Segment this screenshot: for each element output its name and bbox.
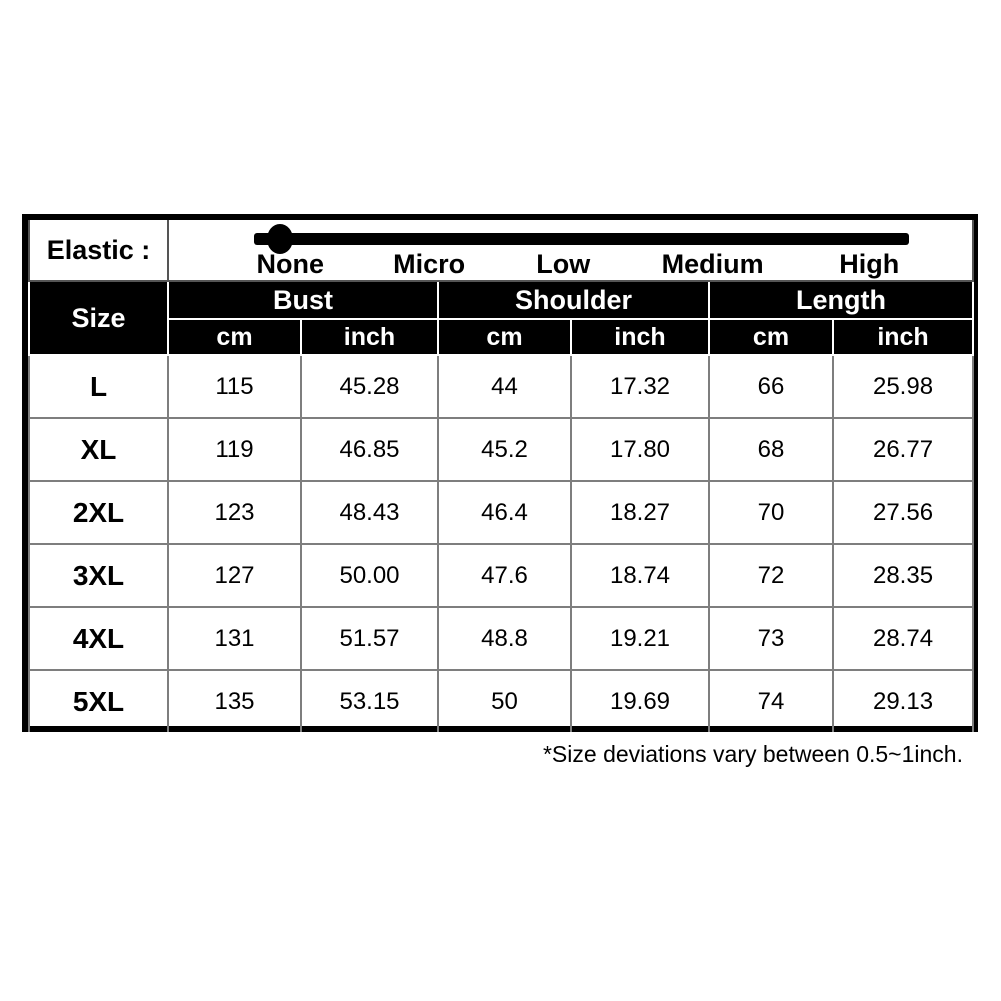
- cell-value: 17.80: [570, 417, 710, 482]
- length-group-header: Length: [707, 280, 975, 320]
- elastic-level-medium: Medium: [661, 249, 764, 279]
- cell-value: 48.8: [437, 606, 572, 671]
- cell-value: 73: [708, 606, 834, 671]
- cell-value: 123: [167, 480, 302, 545]
- cell-value: 50.00: [300, 543, 439, 608]
- elastic-level-micro: Micro: [393, 249, 466, 279]
- size-label: 3XL: [28, 543, 169, 608]
- cell-value: 17.32: [570, 354, 710, 419]
- cell-value: 135: [167, 669, 302, 732]
- cell-value: 47.6: [437, 543, 572, 608]
- length-inch-header: inch: [831, 318, 975, 356]
- bust-group-header: Bust: [167, 280, 439, 320]
- table-row-l: L 115 45.28 44 17.32 66 25.98: [28, 354, 975, 419]
- shoulder-group-header: Shoulder: [437, 280, 710, 320]
- cell-value: 27.56: [831, 480, 975, 545]
- size-table: Elastic : None Micro Low Medium High: [28, 220, 975, 732]
- cell-value: 46.4: [437, 480, 572, 545]
- cell-value: 74: [708, 669, 834, 732]
- size-label: L: [28, 354, 169, 419]
- unit-header-row: cm inch cm inch cm inch: [29, 318, 975, 356]
- cell-value: 127: [167, 543, 302, 608]
- elastic-row: Elastic : None Micro Low Medium High: [28, 220, 975, 282]
- cell-value: 72: [708, 543, 834, 608]
- cell-value: 26.77: [831, 417, 975, 482]
- size-label: XL: [28, 417, 169, 482]
- cell-value: 53.15: [300, 669, 439, 732]
- cell-value: 28.35: [831, 543, 975, 608]
- elastic-slider-knob-icon: [266, 224, 293, 254]
- cell-value: 70: [708, 480, 834, 545]
- size-deviation-footnote: *Size deviations vary between 0.5~1inch.: [542, 741, 963, 767]
- elastic-level-low: Low: [536, 249, 591, 279]
- cell-value: 44: [437, 354, 572, 419]
- table-row-4xl: 4XL 131 51.57 48.8 19.21 73 28.74: [28, 606, 975, 671]
- cell-value: 45.2: [437, 417, 572, 482]
- cell-value: 115: [167, 354, 302, 419]
- cell-value: 29.13: [831, 669, 975, 732]
- elastic-level-none: None: [256, 249, 325, 279]
- cell-value: 18.27: [570, 480, 710, 545]
- cell-value: 51.57: [300, 606, 439, 671]
- size-chart-table: Elastic : None Micro Low Medium High: [22, 214, 978, 732]
- cell-value: 19.69: [570, 669, 710, 732]
- size-column-header: Size: [28, 280, 169, 356]
- elastic-slider-cell: None Micro Low Medium High: [166, 220, 975, 282]
- group-header-row: Size Bust Shoulder Length: [28, 280, 975, 356]
- shoulder-cm-header: cm: [437, 318, 572, 356]
- cell-value: 46.85: [300, 417, 439, 482]
- cell-value: 66: [708, 354, 834, 419]
- shoulder-inch-header: inch: [570, 318, 710, 356]
- elastic-level-high: High: [839, 249, 900, 279]
- size-label: 4XL: [28, 606, 169, 671]
- length-cm-header: cm: [708, 318, 834, 356]
- table-row-2xl: 2XL 123 48.43 46.4 18.27 70 27.56: [28, 480, 975, 545]
- elastic-slider-track: [254, 233, 910, 245]
- bust-inch-header: inch: [300, 318, 439, 356]
- cell-value: 25.98: [831, 354, 975, 419]
- cell-value: 19.21: [570, 606, 710, 671]
- cell-value: 68: [708, 417, 834, 482]
- elastic-slider: None Micro Low Medium High: [169, 220, 972, 280]
- elastic-label: Elastic :: [28, 220, 169, 282]
- size-label: 2XL: [28, 480, 169, 545]
- size-label: 5XL: [28, 669, 169, 732]
- bust-cm-header: cm: [167, 318, 302, 356]
- table-row-3xl: 3XL 127 50.00 47.6 18.74 72 28.35: [28, 543, 975, 608]
- cell-value: 48.43: [300, 480, 439, 545]
- cell-value: 45.28: [300, 354, 439, 419]
- cell-value: 28.74: [831, 606, 975, 671]
- cell-value: 131: [167, 606, 302, 671]
- cell-value: 119: [167, 417, 302, 482]
- table-row-xl: XL 119 46.85 45.2 17.80 68 26.77: [28, 417, 975, 482]
- cell-value: 18.74: [570, 543, 710, 608]
- table-row-5xl: 5XL 135 53.15 50 19.69 74 29.13: [28, 669, 975, 732]
- cell-value: 50: [437, 669, 572, 732]
